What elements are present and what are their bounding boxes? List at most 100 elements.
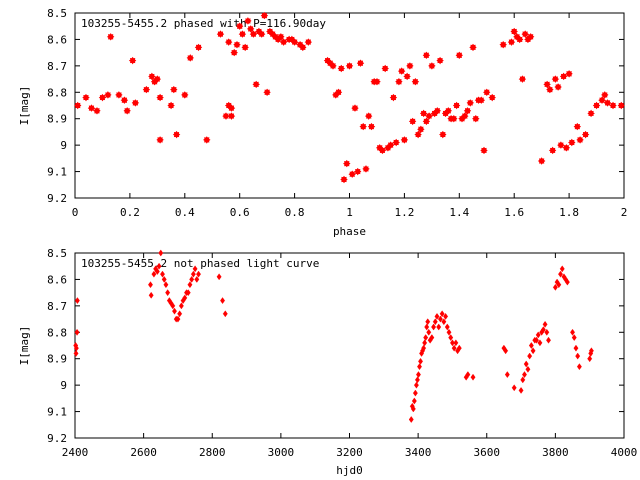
panel-0-data-point — [194, 43, 203, 52]
panel-1-data-point — [165, 289, 171, 297]
panel-0-data-point — [142, 85, 151, 94]
panel-1-data-point — [530, 347, 536, 355]
panel-1-data-point — [175, 315, 181, 323]
panel-0-data-point — [392, 138, 400, 147]
panel-0-data-point — [381, 64, 389, 73]
panel-0-data-point — [216, 30, 225, 38]
panel-0-x-tick-label: 0 — [72, 206, 79, 219]
panel-0-plot-frame — [74, 12, 625, 199]
panel-0-x-tick-label: 0.2 — [120, 206, 140, 219]
panel-1-y-tick-label: 8.5 — [47, 247, 67, 260]
panel-0-data-point — [277, 33, 285, 41]
panel-1-y-tick-label: 8.6 — [47, 273, 67, 286]
panel-1-data-point — [172, 307, 177, 315]
panel-1-y-tick-label: 9.1 — [47, 406, 67, 419]
panel-0-data-point — [227, 104, 236, 112]
panel-0-data-point — [609, 101, 617, 110]
panel-1-x-axis-title: hjd0 — [336, 464, 363, 477]
panel-0-data-point — [428, 62, 436, 70]
panel-1-data-point — [576, 363, 582, 371]
panel-0-y-tick-label: 9 — [60, 139, 67, 152]
panel-1-data-point — [436, 323, 442, 331]
panel-1-data-point — [588, 347, 594, 355]
panel-0-data-point — [329, 62, 337, 70]
panel-0-data-point — [433, 107, 441, 115]
panel-0-y-tick-label: 8.6 — [47, 33, 67, 46]
panel-1-title: 103255-5455.2 not phased light curve — [81, 257, 319, 270]
panel-0-data-point — [203, 136, 211, 144]
panel-0-data-point — [499, 41, 507, 49]
panel-0-data-point — [167, 101, 175, 110]
panel-1-plot-frame — [74, 252, 625, 439]
panel-1-x-tick-label: 3600 — [474, 446, 501, 459]
panel-1-data-point — [416, 371, 421, 378]
panel-0-y-tick-label: 9.1 — [47, 166, 67, 179]
panel-0-data-point — [548, 146, 557, 155]
panel-0-data-point — [617, 101, 626, 110]
panel-0-data-point — [395, 78, 403, 86]
panel-0-data-point — [153, 75, 161, 83]
panel-0-data-point — [592, 101, 601, 110]
panel-0-x-tick-label: 1 — [346, 206, 353, 219]
panel-0-data-point — [236, 22, 244, 30]
panel-1-data-point — [443, 313, 449, 320]
panel-0-data-point — [238, 30, 247, 38]
panel-0-data-point — [414, 130, 422, 139]
panel-0-data-point — [543, 80, 551, 89]
panel-0-data-point — [337, 64, 346, 73]
panel-1-x-tick-label: 4000 — [611, 446, 638, 459]
panel-0-data-point — [260, 11, 269, 20]
panel-1-data-point — [446, 328, 452, 336]
panel-0-data-point — [365, 112, 373, 120]
panel-1-data-point — [535, 331, 541, 339]
panel-1-data-point — [425, 318, 431, 326]
panel-1-data-point — [451, 344, 457, 352]
panel-0-data-point — [227, 112, 236, 120]
panel-1-data-point — [413, 381, 419, 389]
panel-1-y-tick-label: 9 — [60, 379, 67, 392]
panel-1-data-point — [556, 281, 562, 289]
panel-1-data-point — [170, 302, 176, 310]
panel-1-data-point — [194, 276, 200, 283]
panel-0-y-tick-label: 8.9 — [47, 113, 67, 126]
panel-1-data-point — [470, 373, 476, 381]
panel-1-data-point — [518, 387, 524, 394]
panel-0-x-tick-label: 1.8 — [559, 206, 579, 219]
panel-0-data-point — [417, 125, 425, 133]
panel-0-data-point — [436, 56, 444, 65]
panel-1-data-point — [575, 352, 581, 360]
panel-1-data-point — [163, 281, 169, 289]
panel-1-data-point — [177, 310, 183, 318]
panel-1-data-point — [537, 339, 543, 347]
panel-0-data-point — [367, 122, 376, 131]
panel-0-x-tick-label: 2 — [621, 206, 628, 219]
panel-0-x-axis-title: phase — [333, 225, 366, 238]
panel-0-data-point — [181, 91, 189, 99]
panel-0-data-point — [304, 38, 312, 46]
panel-0-data-point — [373, 78, 381, 86]
panel-0-data-point — [351, 104, 359, 112]
panel-0-data-point — [576, 136, 584, 144]
panel-0-data-point — [546, 85, 554, 94]
panel-1-data-point — [412, 389, 418, 397]
panel-1-data-point — [74, 328, 80, 336]
panel-0-data-point — [241, 43, 249, 52]
panel-0-data-point — [444, 107, 452, 115]
panel-1-data-point — [434, 313, 440, 320]
panel-1-data-point — [148, 291, 154, 299]
panel-0-data-point — [411, 78, 420, 86]
panel-0-data-point — [450, 115, 458, 123]
panel-1-data-point — [187, 281, 193, 289]
panel-0-data-point — [480, 146, 488, 155]
panel-1-data-point — [410, 405, 416, 413]
panel-0-data-point — [93, 107, 101, 115]
panel-0-data-point — [422, 117, 431, 126]
panel-0-x-tick-label: 1.4 — [449, 206, 469, 219]
panel-1-x-tick-label: 3800 — [542, 446, 569, 459]
panel-1-data-point — [148, 281, 153, 289]
panel-1-data-point — [448, 334, 454, 341]
panel-1-data-point — [456, 344, 462, 352]
panel-1-x-tick-label: 3400 — [405, 446, 432, 459]
panel-0-data-point — [565, 70, 573, 78]
panel-0-data-point — [230, 48, 238, 57]
